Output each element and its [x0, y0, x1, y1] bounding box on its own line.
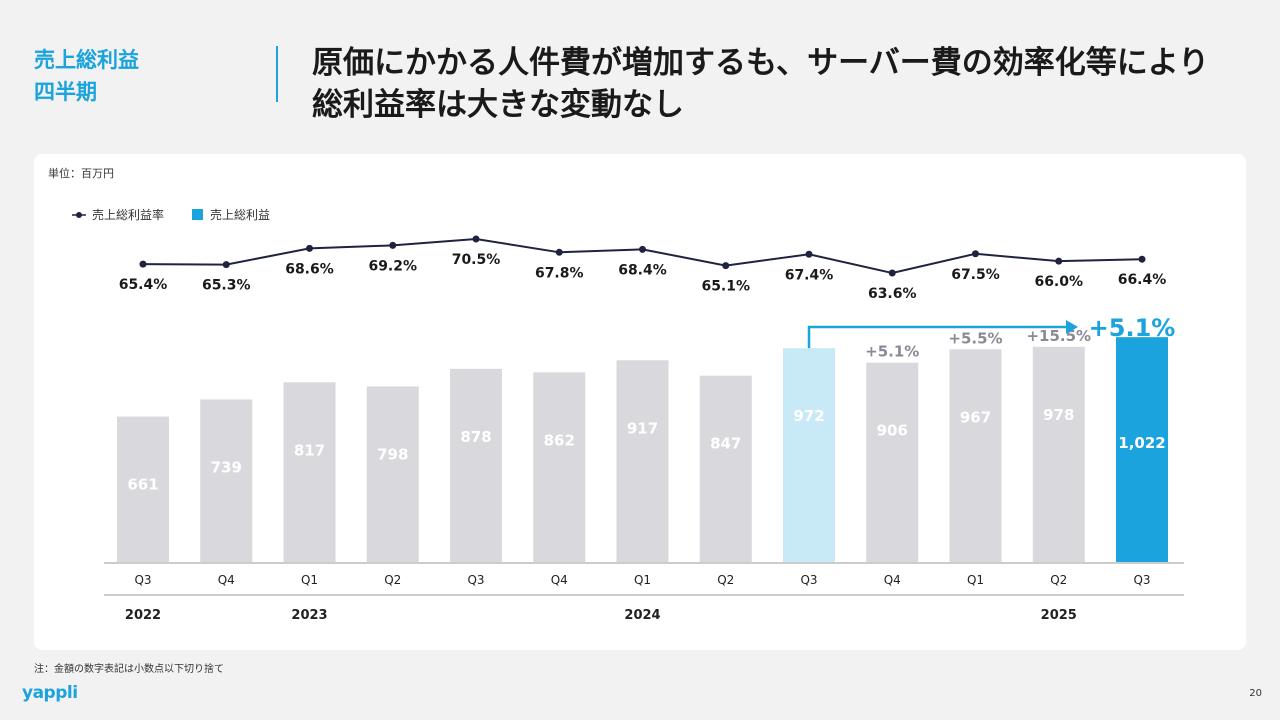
rate-label-3: 69.2% [368, 258, 417, 274]
headline-line1: 原価にかかる人件費が増加するも、サーバー費の効率化等により [312, 45, 1210, 81]
bar-10 [949, 349, 1002, 562]
bar-value-label-9: 906 [877, 422, 908, 440]
bar-9 [866, 362, 919, 562]
legend-bar-label: 売上総利益 [210, 207, 270, 222]
legend-line-label: 売上総利益率 [92, 207, 164, 222]
yoy-arrow-head [1066, 320, 1078, 334]
bar-value-label-3: 798 [377, 445, 408, 463]
yoy-highlight-label: +5.1% [1089, 314, 1176, 342]
bar-5 [533, 372, 586, 562]
rate-label-6: 68.4% [618, 262, 667, 278]
bar-value-label-0: 661 [127, 476, 158, 494]
rate-label-10: 67.5% [951, 267, 1000, 283]
headline-line2: 総利益率は大きな変動なし [312, 87, 684, 123]
rate-point-7 [722, 262, 730, 270]
rate-point-9 [888, 269, 896, 277]
rate-label-0: 65.4% [119, 277, 168, 293]
unit-label: 単位：百万円 [48, 166, 114, 180]
rate-label-8: 67.4% [785, 267, 834, 283]
bar-value-label-2: 817 [294, 441, 325, 459]
legend-bar-swatch [192, 209, 203, 220]
rate-point-12 [1138, 255, 1146, 263]
chart-card: 単位：百万円売上総利益率 売上総利益 661 739 817 798 878 862 917 84… [34, 154, 1246, 650]
rate-label-5: 67.8% [535, 265, 584, 281]
rate-label-12: 66.4% [1118, 272, 1167, 288]
growth-label-10: +5.5% [948, 329, 1002, 347]
x-tick-label-12: Q3 [1133, 573, 1150, 587]
headline: 原価にかかる人件費が増加するも、サーバー費の効率化等により 総利益率は大きな変動… [312, 42, 1272, 126]
rate-point-2 [306, 244, 313, 252]
section-title: 売上総利益 四半期 [34, 44, 139, 108]
bar-value-label-6: 917 [627, 419, 658, 437]
bar-4 [450, 368, 502, 562]
rate-point-10 [972, 250, 979, 258]
x-tick-label-0: Q3 [134, 573, 151, 587]
bar-0 [117, 416, 169, 562]
bar-2 [283, 382, 336, 562]
x-tick-label-8: Q3 [800, 573, 817, 587]
rate-point-3 [389, 241, 397, 249]
x-tick-label-9: Q4 [884, 573, 901, 587]
rate-label-9: 63.6% [868, 286, 917, 302]
bar-value-label-8: 972 [793, 407, 824, 425]
bar-value-label-1: 739 [211, 458, 242, 476]
rate-point-0 [139, 260, 147, 268]
rate-point-11 [1055, 257, 1063, 265]
bar-8 [783, 348, 835, 562]
x-tick-label-10: Q1 [967, 573, 984, 587]
title-divider [276, 46, 278, 102]
bar-7 [699, 375, 752, 562]
bar-11 [1032, 346, 1085, 562]
bar-3 [366, 386, 419, 562]
year-label-2023: 2023 [291, 608, 327, 623]
rate-point-1 [222, 261, 230, 269]
year-label-2025: 2025 [1041, 608, 1077, 623]
rate-point-6 [639, 245, 646, 253]
x-tick-label-7: Q2 [717, 573, 734, 587]
x-tick-label-1: Q4 [218, 573, 235, 587]
yappli-logo: yappli [22, 683, 78, 703]
year-label-2024: 2024 [624, 608, 660, 623]
page-number: 20 [1249, 688, 1262, 699]
x-tick-label-3: Q2 [384, 573, 401, 587]
x-tick-label-11: Q2 [1050, 573, 1067, 587]
x-tick-label-5: Q4 [551, 573, 568, 587]
bar-6 [616, 360, 669, 562]
rate-label-1: 65.3% [202, 278, 251, 294]
rate-label-4: 70.5% [452, 252, 501, 268]
legend-line-dot [76, 212, 82, 218]
bar-value-label-5: 862 [544, 431, 575, 449]
rate-point-8 [805, 250, 813, 258]
x-tick-label-4: Q3 [467, 573, 484, 587]
yoy-arrow-line [807, 325, 1066, 349]
bar-value-label-7: 847 [710, 435, 741, 453]
footnote: 注：金額の数字表記は小数点以下切り捨て [34, 664, 224, 675]
growth-label-11: +15.5% [1026, 327, 1091, 345]
rate-point-5 [555, 248, 563, 256]
x-tick-label-6: Q1 [634, 573, 651, 587]
bar-value-label-12: 1,022 [1118, 434, 1165, 452]
bar-1 [200, 399, 253, 562]
rate-label-2: 68.6% [285, 261, 334, 277]
section-title-line1: 売上総利益 [34, 48, 139, 72]
rate-point-4 [472, 235, 480, 243]
year-label-2022: 2022 [125, 608, 161, 623]
bar-value-label-10: 967 [960, 408, 991, 426]
bar-value-label-11: 978 [1043, 406, 1074, 424]
section-title-line2: 四半期 [34, 80, 97, 104]
rate-label-7: 65.1% [701, 279, 750, 295]
bar-value-label-4: 878 [460, 428, 491, 446]
rate-label-11: 66.0% [1034, 274, 1083, 290]
x-tick-label-2: Q1 [301, 573, 318, 587]
bar-12 [1116, 337, 1168, 562]
growth-label-9: +5.1% [865, 343, 919, 361]
